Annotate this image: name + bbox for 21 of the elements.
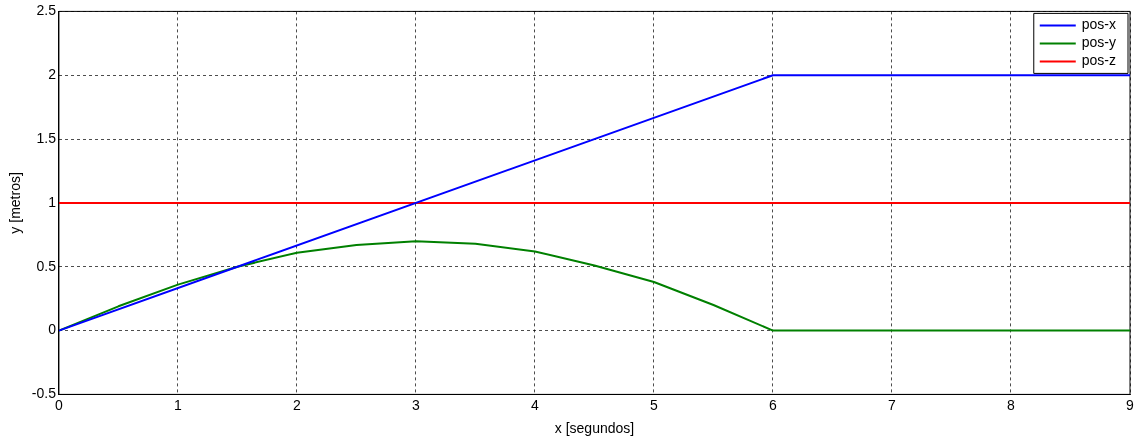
x-tick-label: 8 xyxy=(1007,396,1016,413)
legend-label: pos-y xyxy=(1081,34,1116,51)
y-tick-label: 0.5 xyxy=(36,257,57,274)
x-tick-label: 5 xyxy=(650,396,659,413)
x-tick-label: 7 xyxy=(888,396,897,413)
legend-label: pos-x xyxy=(1081,16,1116,33)
y-tick-label: 1.5 xyxy=(36,129,57,146)
x-tick-label: 6 xyxy=(769,396,778,413)
y-tick-label: 2 xyxy=(48,66,57,83)
y-axis-title: y [metros] xyxy=(7,172,24,234)
y-tick-label: 0 xyxy=(48,321,57,338)
x-tick-label: 9 xyxy=(1126,396,1135,413)
y-tick-label: 2.5 xyxy=(36,2,57,19)
x-tick-label: 2 xyxy=(293,396,302,413)
legend-label: pos-z xyxy=(1081,52,1116,69)
x-axis-title: x [segundos] xyxy=(554,420,635,437)
x-tick-label: 1 xyxy=(174,396,183,413)
x-tick-label: 4 xyxy=(531,396,540,413)
x-tick-label: 3 xyxy=(412,396,421,413)
y-tick-label: -0.5 xyxy=(31,385,57,402)
y-tick-label: 1 xyxy=(48,193,57,210)
